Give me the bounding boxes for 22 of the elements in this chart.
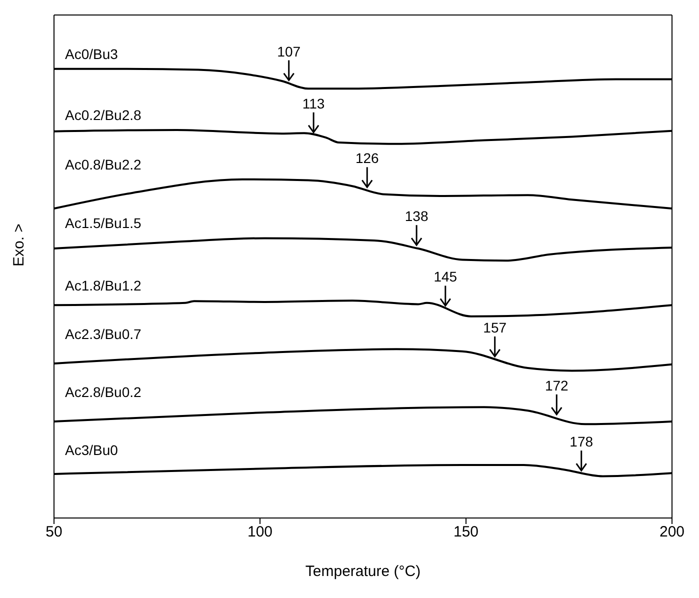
series-label: Ac0.2/Bu2.8: [65, 106, 142, 123]
x-tick-label: 50: [46, 524, 62, 541]
x-tick-label: 100: [247, 524, 273, 541]
y-axis-title: Exo. >: [10, 223, 28, 266]
series-label: Ac0.8/Bu2.2: [65, 156, 142, 172]
annotation: 126: [355, 150, 380, 166]
series-label: Ac2.3/Bu0.7: [65, 326, 142, 342]
annotation: 113: [302, 95, 325, 112]
annotation: 145: [434, 268, 458, 285]
series-label: Ac2.8/Bu0.2: [65, 384, 142, 400]
annotation: 138: [404, 208, 428, 224]
annotation: 172: [544, 377, 569, 394]
x-axis-title: Temperature (°C): [305, 563, 421, 580]
annotation: 107: [277, 43, 301, 60]
annotation: 178: [570, 434, 594, 450]
series-label: Ac0/Bu3: [65, 46, 118, 62]
x-tick-label: 150: [453, 524, 479, 541]
series-label: Ac1.8/Bu1.2: [65, 278, 142, 294]
series-label: Ac3/Bu0: [65, 442, 118, 458]
annotation: 157: [483, 319, 507, 336]
series-label: Ac1.5/Bu1.5: [65, 215, 142, 232]
x-tick-label: 200: [659, 524, 685, 541]
